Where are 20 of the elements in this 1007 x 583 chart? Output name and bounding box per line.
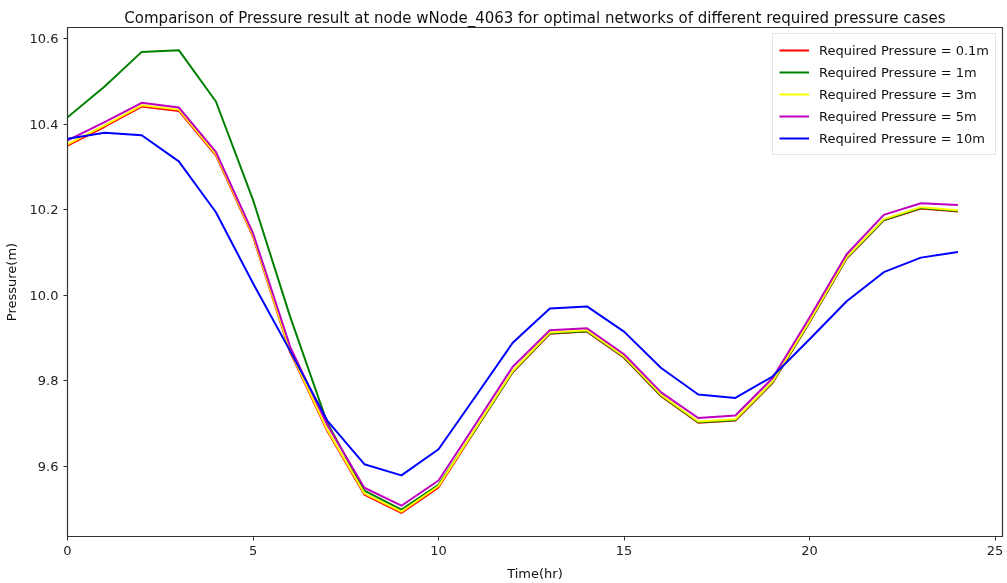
y-axis-title: Pressure(m) bbox=[3, 242, 19, 322]
legend-label: Required Pressure = 5m bbox=[819, 108, 977, 124]
x-tick-label: 0 bbox=[63, 542, 72, 558]
y-tick-label: 10.4 bbox=[29, 116, 59, 132]
x-tick-label: 15 bbox=[615, 542, 633, 558]
chart-title: Comparison of Pressure result at node wNode_4063 for optimal networks of different required pressure cases bbox=[124, 8, 946, 28]
legend-label: Required Pressure = 10m bbox=[819, 130, 985, 146]
y-tick-label: 9.6 bbox=[37, 458, 59, 474]
x-tick-label: 20 bbox=[801, 542, 818, 558]
legend-label: Required Pressure = 1m bbox=[819, 64, 977, 80]
x-tick-label: 10 bbox=[430, 542, 447, 558]
x-tick-label: 25 bbox=[986, 542, 1004, 558]
y-tick-label: 10.0 bbox=[29, 287, 59, 303]
y-tick-label: 9.8 bbox=[37, 373, 59, 389]
legend-label: Required Pressure = 3m bbox=[819, 86, 977, 102]
x-axis-title: Time(hr) bbox=[506, 565, 563, 581]
x-tick-label: 5 bbox=[248, 542, 258, 558]
legend-label: Required Pressure = 0.1m bbox=[819, 42, 989, 58]
y-tick-label: 10.2 bbox=[29, 202, 59, 218]
y-tick-label: 10.6 bbox=[29, 31, 59, 47]
